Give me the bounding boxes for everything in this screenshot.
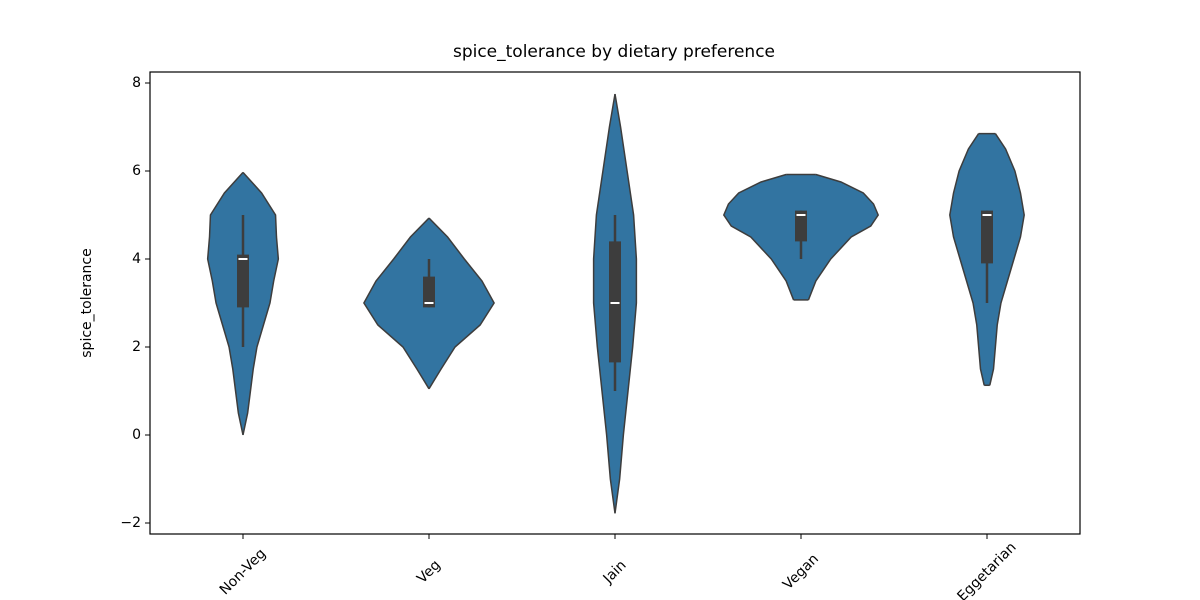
violin-outline — [363, 217, 430, 390]
y-tick-label: 4 — [132, 251, 141, 267]
chart-title: spice_tolerance by dietary preference — [453, 42, 775, 62]
y-tick-label: 8 — [132, 75, 141, 91]
violin-body — [987, 133, 1025, 386]
box — [423, 276, 435, 308]
box — [795, 210, 807, 242]
box — [237, 254, 249, 308]
box — [609, 241, 621, 363]
x-tick-label: Vegan — [780, 551, 822, 593]
violin-outline — [206, 171, 244, 436]
box — [981, 210, 993, 264]
violin-body — [949, 133, 987, 386]
y-tick-label: 6 — [132, 163, 141, 179]
violin-body — [723, 174, 801, 300]
violin-body — [207, 172, 243, 435]
violin-body — [363, 218, 429, 389]
y-tick-label: 0 — [132, 427, 141, 443]
violin-body — [801, 174, 879, 300]
violin-outline — [592, 93, 616, 514]
plot-frame — [149, 71, 1081, 535]
violin-outline — [428, 217, 495, 390]
violin-body — [429, 218, 495, 389]
y-axis-label: spice_tolerance — [79, 248, 95, 357]
y-tick-label: −2 — [120, 515, 141, 531]
y-tick-label: 2 — [132, 339, 141, 355]
x-tick-label: Non-Veg — [217, 546, 269, 598]
violin-outline — [807, 173, 880, 301]
violin-body — [243, 172, 279, 435]
violin-outline — [722, 173, 795, 301]
violin-outline — [949, 133, 985, 386]
violin-outline — [614, 93, 638, 514]
violin-outline — [989, 133, 1025, 386]
violin-outline — [242, 171, 280, 436]
x-tick-label: Veg — [414, 557, 444, 587]
x-tick-label: Jain — [600, 557, 630, 587]
x-tick-label: Eggetarian — [954, 539, 1019, 600]
